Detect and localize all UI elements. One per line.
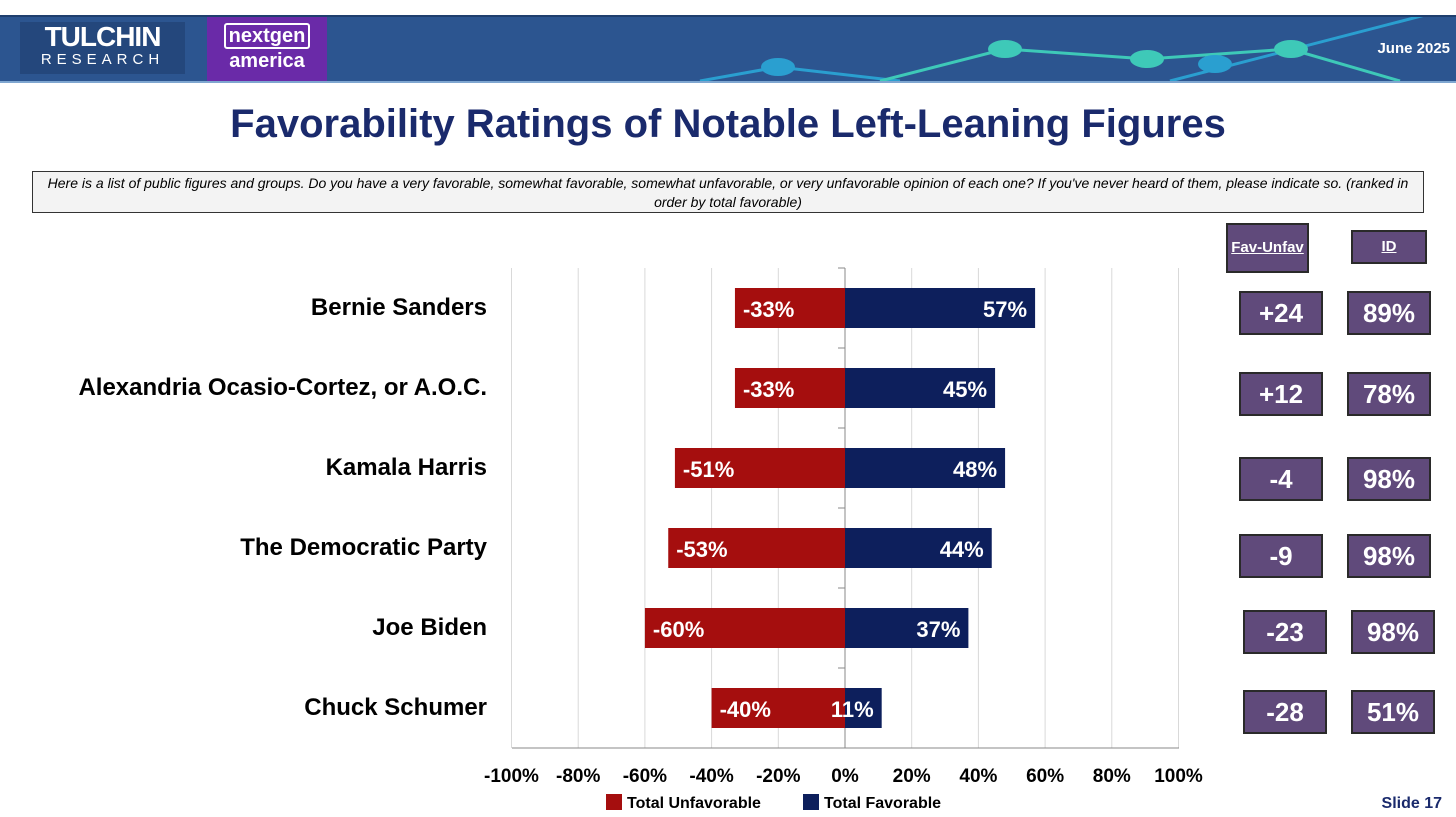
x-tick-label: 0% (831, 766, 859, 787)
bar-favorable (845, 688, 882, 728)
data-label-unfavorable: -33% (743, 297, 794, 322)
bar-unfavorable (734, 288, 845, 328)
fav-unfav-value: +12 (1239, 372, 1323, 416)
x-tick-label: -20% (756, 766, 800, 787)
fav-unfav-value: +24 (1239, 291, 1323, 335)
tulchin-logo: TULCHIN RESEARCH (20, 22, 185, 74)
bar-unfavorable (674, 448, 845, 488)
id-value: 78% (1347, 372, 1431, 416)
legend-swatch (803, 794, 819, 810)
question-text: Here is a list of public figures and gro… (32, 171, 1424, 213)
bar-unfavorable (734, 368, 845, 408)
slide-number: Slide 17 (1381, 795, 1442, 812)
data-label-unfavorable: -53% (676, 537, 727, 562)
date: June 2025 (1377, 40, 1450, 57)
id-value: 98% (1347, 534, 1431, 578)
bar-unfavorable (644, 608, 845, 648)
data-label-unfavorable: -51% (683, 457, 734, 482)
x-tick-label: 100% (1154, 766, 1203, 787)
category-label: Joe Biden (372, 614, 487, 641)
data-label-unfavorable: -40% (720, 697, 771, 722)
bar-favorable (845, 288, 1036, 328)
legend-label: Total Unfavorable (627, 795, 761, 812)
data-label-favorable: 48% (953, 457, 997, 482)
x-tick-label: 20% (893, 766, 931, 787)
data-label-favorable: 57% (983, 297, 1027, 322)
bar-unfavorable (668, 528, 845, 568)
data-label-favorable: 11% (831, 697, 874, 722)
data-label-favorable: 44% (940, 537, 984, 562)
data-label-favorable: 37% (916, 617, 960, 642)
x-tick-label: 80% (1093, 766, 1131, 787)
id-value: 89% (1347, 291, 1431, 335)
data-label-favorable: 45% (943, 377, 987, 402)
legend-label: Total Favorable (824, 795, 941, 812)
x-tick-label: -60% (623, 766, 667, 787)
data-label-unfavorable: -60% (653, 617, 704, 642)
decorative-network-graphic (699, 17, 1424, 81)
fav-unfav-value: -28 (1243, 690, 1327, 734)
fav-unfav-value: -4 (1239, 457, 1323, 501)
x-tick-label: -80% (556, 766, 600, 787)
category-label: The Democratic Party (240, 534, 487, 561)
page-title: Favorability Ratings of Notable Left-Lea… (230, 102, 1226, 146)
category-label: Kamala Harris (325, 454, 487, 481)
x-tick-label: 40% (959, 766, 997, 787)
bar-favorable (845, 448, 1006, 488)
bar-favorable (845, 528, 992, 568)
fav-unfav-header: Fav-Unfav (1226, 223, 1309, 273)
legend-swatch (606, 794, 622, 810)
x-tick-label: -40% (689, 766, 733, 787)
data-label-unfavorable: -33% (743, 377, 794, 402)
fav-unfav-value: -23 (1243, 610, 1327, 654)
nextgen-logo: nextgen america (207, 17, 327, 81)
category-label: Chuck Schumer (304, 694, 487, 721)
id-value: 51% (1351, 690, 1435, 734)
id-value: 98% (1351, 610, 1435, 654)
fav-unfav-value: -9 (1239, 534, 1323, 578)
x-tick-label: -100% (484, 766, 539, 787)
id-value: 98% (1347, 457, 1431, 501)
category-label: Alexandria Ocasio-Cortez, or A.O.C. (78, 374, 487, 401)
id-header: ID (1351, 230, 1427, 264)
header-banner: TULCHIN RESEARCH nextgen america June 2025 (0, 15, 1456, 83)
bar-favorable (845, 608, 969, 648)
bar-unfavorable (711, 688, 845, 728)
category-label: Bernie Sanders (310, 294, 487, 321)
bar-favorable (845, 368, 996, 408)
x-tick-label: 60% (1026, 766, 1064, 787)
